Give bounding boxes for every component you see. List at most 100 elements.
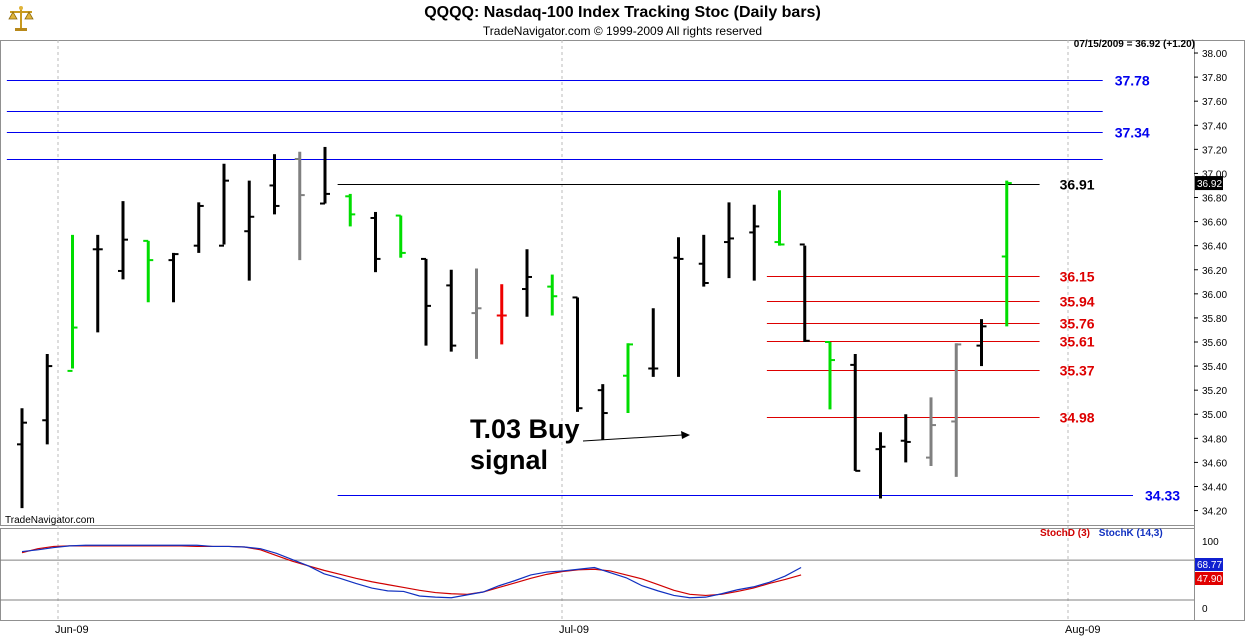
level-label-right: 35.37 (1060, 363, 1095, 379)
stoch-d-value: 47.90 (1197, 574, 1222, 585)
ohlc-bar (219, 163, 229, 247)
ohlc-bar (42, 354, 53, 445)
buy-signal-line1: T.03 Buy (470, 414, 580, 444)
price-tick-label: 34.60 (1202, 458, 1227, 469)
ohlc-bar (522, 249, 532, 317)
price-tick-label: 37.80 (1202, 73, 1227, 84)
ohlc-bar (799, 243, 810, 342)
ohlc-bar (572, 296, 583, 412)
ohlc-bar (724, 202, 734, 279)
price-tick-label: 35.60 (1202, 338, 1227, 349)
chart-copyright: TradeNavigator.com © 1999-2009 All right… (482, 24, 763, 38)
ohlc-bar (496, 284, 507, 345)
ohlc-bar (900, 414, 911, 463)
stoch-k-value-box (1195, 558, 1223, 571)
stoch-k-legend: StochK (14,3) (1098, 528, 1163, 539)
price-tick-label: 36.20 (1202, 266, 1227, 277)
ohlc-bar (67, 234, 78, 372)
x-tick-label: Jul-09 (559, 624, 589, 636)
stoch-k-line (21, 544, 802, 599)
brand-watermark: TradeNavigator.com (5, 515, 95, 526)
buy-signal-line2: signal (470, 445, 549, 475)
signal-arrow-head (681, 431, 690, 439)
ohlc-bar (825, 341, 835, 410)
ohlc-bar (446, 269, 457, 352)
price-axis-frame (1194, 40, 1245, 621)
level-label-right: 34.98 (1060, 410, 1095, 426)
level-label-right: 34.33 (1145, 488, 1180, 504)
ohlc-bar (850, 354, 861, 472)
ohlc-bar (294, 151, 305, 261)
ohlc-bar (370, 211, 381, 273)
brass-scale-icon (8, 6, 34, 31)
ohlc-bar (1001, 180, 1012, 327)
ohlc-bar (648, 308, 659, 377)
ohlc-bar (774, 190, 785, 246)
ohlc-bar (244, 180, 255, 281)
stoch-d-legend: StochD (3) (1040, 528, 1090, 539)
ohlc-bar (345, 193, 356, 227)
ohlc-bar (395, 214, 406, 258)
level-label-right: 35.76 (1060, 316, 1095, 332)
ohlc-bar (143, 239, 154, 303)
price-tick-label: 38.00 (1202, 49, 1227, 60)
x-tick-label: Aug-09 (1065, 624, 1100, 636)
ohlc-bar (421, 257, 431, 346)
price-tick-label: 34.20 (1202, 507, 1227, 518)
oscillator-panel-frame (0, 528, 1195, 621)
oscillator-legend: StochD (3) StochK (14,3) (1040, 528, 1163, 539)
price-tick-label: 35.40 (1202, 362, 1227, 373)
price-tick-label: 35.80 (1202, 314, 1227, 325)
ohlc-bar (92, 234, 103, 333)
osc-tick-label: 0 (1202, 604, 1208, 615)
level-label-right: 35.94 (1060, 294, 1095, 310)
price-tick-label: 34.80 (1202, 434, 1227, 445)
price-tick-label: 35.00 (1202, 410, 1227, 421)
ohlc-bar (875, 432, 886, 499)
ohlc-bar (168, 252, 179, 303)
price-tick-label: 36.00 (1202, 290, 1227, 301)
last-price-label: 36.92 (1197, 179, 1222, 190)
last-quote: 07/15/2009 = 36.92 (+1.20) (1073, 39, 1195, 50)
ohlc-bar (698, 234, 709, 287)
ohlc-bar (320, 146, 330, 205)
ohlc-bar (749, 204, 760, 281)
last-price-box (1195, 176, 1223, 191)
ohlc-bar (547, 274, 558, 316)
ohlc-bar (193, 202, 204, 253)
price-tick-label: 36.40 (1202, 242, 1227, 253)
price-tick-label: 37.40 (1202, 121, 1227, 132)
price-panel-frame (0, 40, 1195, 526)
buy-signal-label: T.03 Buy signal (470, 414, 580, 476)
level-label-right: 36.91 (1060, 177, 1095, 193)
level-label-right: 37.78 (1115, 73, 1150, 89)
ohlc-bar (269, 154, 280, 215)
ohlc-bar (951, 343, 962, 477)
ohlc-bar (471, 268, 482, 359)
ohlc-bar (926, 397, 936, 467)
x-tick-label: Jun-09 (55, 624, 89, 636)
price-tick-label: 34.40 (1202, 482, 1227, 493)
price-tick-label: 36.80 (1202, 194, 1227, 205)
ohlc-bar (623, 343, 633, 414)
price-tick-label: 36.60 (1202, 218, 1227, 229)
ohlc-bar (118, 201, 128, 280)
ohlc-bar (673, 237, 684, 377)
level-label-right: 37.34 (1115, 125, 1150, 141)
ohlc-bar (597, 384, 608, 440)
chart-title: QQQQ: Nasdaq-100 Index Tracking Stoc (Da… (424, 4, 821, 21)
ohlc-bar (17, 408, 27, 509)
level-label-right: 35.61 (1060, 334, 1095, 350)
osc-tick-label: 100 (1202, 537, 1219, 548)
price-tick-label: 35.20 (1202, 386, 1227, 397)
stoch-k-value: 68.77 (1197, 560, 1222, 571)
price-tick-label: 37.00 (1202, 169, 1227, 180)
ohlc-bar (976, 319, 987, 367)
stoch-d-line (21, 545, 802, 597)
signal-arrow-line (582, 434, 683, 442)
price-tick-label: 37.60 (1202, 97, 1227, 108)
level-label-right: 36.15 (1060, 269, 1095, 285)
price-tick-label: 37.20 (1202, 145, 1227, 156)
stoch-d-value-box (1195, 572, 1223, 585)
